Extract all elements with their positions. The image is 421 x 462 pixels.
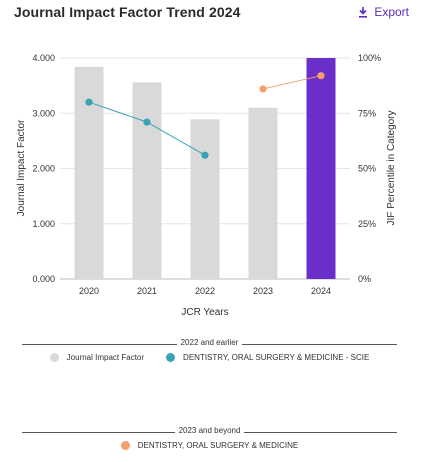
- data-point: [143, 118, 151, 126]
- bars: [74, 58, 336, 279]
- x-tick-label: 2023: [253, 286, 273, 296]
- y2-tick-label: 50%: [358, 164, 376, 174]
- y2-tick-label: 75%: [358, 108, 376, 118]
- chart-title: Journal Impact Factor Trend 2024: [14, 4, 241, 20]
- x-axis-label: JCR Years: [181, 307, 228, 318]
- y2-axis-label: JIF Percentile in Category: [386, 110, 397, 225]
- y2-tick-label: 0%: [358, 274, 371, 284]
- y-tick-label: 3.000: [32, 108, 55, 118]
- legend-group-earlier: 2022 and earlier Journal Impact Factor D…: [22, 338, 398, 362]
- y-axis-label: Journal Impact Factor: [16, 119, 27, 216]
- y2-tick-label: 25%: [358, 219, 376, 229]
- data-point: [317, 72, 325, 80]
- legend-group-title: 2022 and earlier: [180, 338, 239, 347]
- data-point: [85, 98, 93, 106]
- legend-swatch: [166, 353, 176, 362]
- x-axis-ticks: 2020 2021 2022 2023 2024: [79, 286, 331, 296]
- bar: [190, 119, 220, 279]
- data-point: [259, 85, 267, 93]
- y2-tick-label: 100%: [358, 53, 381, 63]
- y-tick-label: 0.000: [32, 274, 55, 284]
- export-button[interactable]: Export: [358, 5, 409, 19]
- legend-item[interactable]: DENTISTRY, ORAL SURGERY & MEDICINE - SCI…: [166, 353, 369, 362]
- legend-label: DENTISTRY, ORAL SURGERY & MEDICINE: [137, 441, 299, 450]
- legend-label: DENTISTRY, ORAL SURGERY & MEDICINE - SCI…: [183, 353, 370, 362]
- bar: [306, 58, 336, 279]
- jif-chart: 0.000 1.000 2.000 3.000 4.000 0% 25% 50% 75% 100…: [16, 53, 397, 318]
- y-tick-label: 4.000: [32, 53, 55, 63]
- y2-axis-ticks: 0% 25% 50% 75% 100%: [358, 53, 381, 284]
- export-label: Export: [374, 5, 409, 19]
- download-icon: [359, 6, 368, 18]
- legend-item[interactable]: Journal Impact Factor: [49, 353, 145, 362]
- y-axis-ticks: 0.000 1.000 2.000 3.000 4.000: [32, 53, 55, 284]
- legend-swatch: [49, 353, 59, 362]
- bar: [132, 82, 162, 279]
- y-tick-label: 1.000: [32, 219, 55, 229]
- legend-item[interactable]: DENTISTRY, ORAL SURGERY & MEDICINE: [120, 441, 299, 450]
- x-tick-label: 2022: [195, 286, 215, 296]
- y-tick-label: 2.000: [32, 164, 55, 174]
- x-tick-label: 2021: [137, 286, 157, 296]
- legend-group-beyond: 2023 and beyond DENTISTRY, ORAL SURGERY …: [22, 426, 397, 450]
- series-line: [262, 75, 322, 90]
- legend-group-title: 2023 and beyond: [178, 426, 241, 435]
- data-point: [201, 151, 209, 159]
- series-points: [85, 72, 325, 159]
- bar: [248, 107, 278, 279]
- legend-label: Journal Impact Factor: [66, 353, 145, 362]
- legend-swatch: [120, 441, 130, 450]
- x-tick-label: 2024: [311, 286, 331, 296]
- x-tick-label: 2020: [79, 286, 99, 296]
